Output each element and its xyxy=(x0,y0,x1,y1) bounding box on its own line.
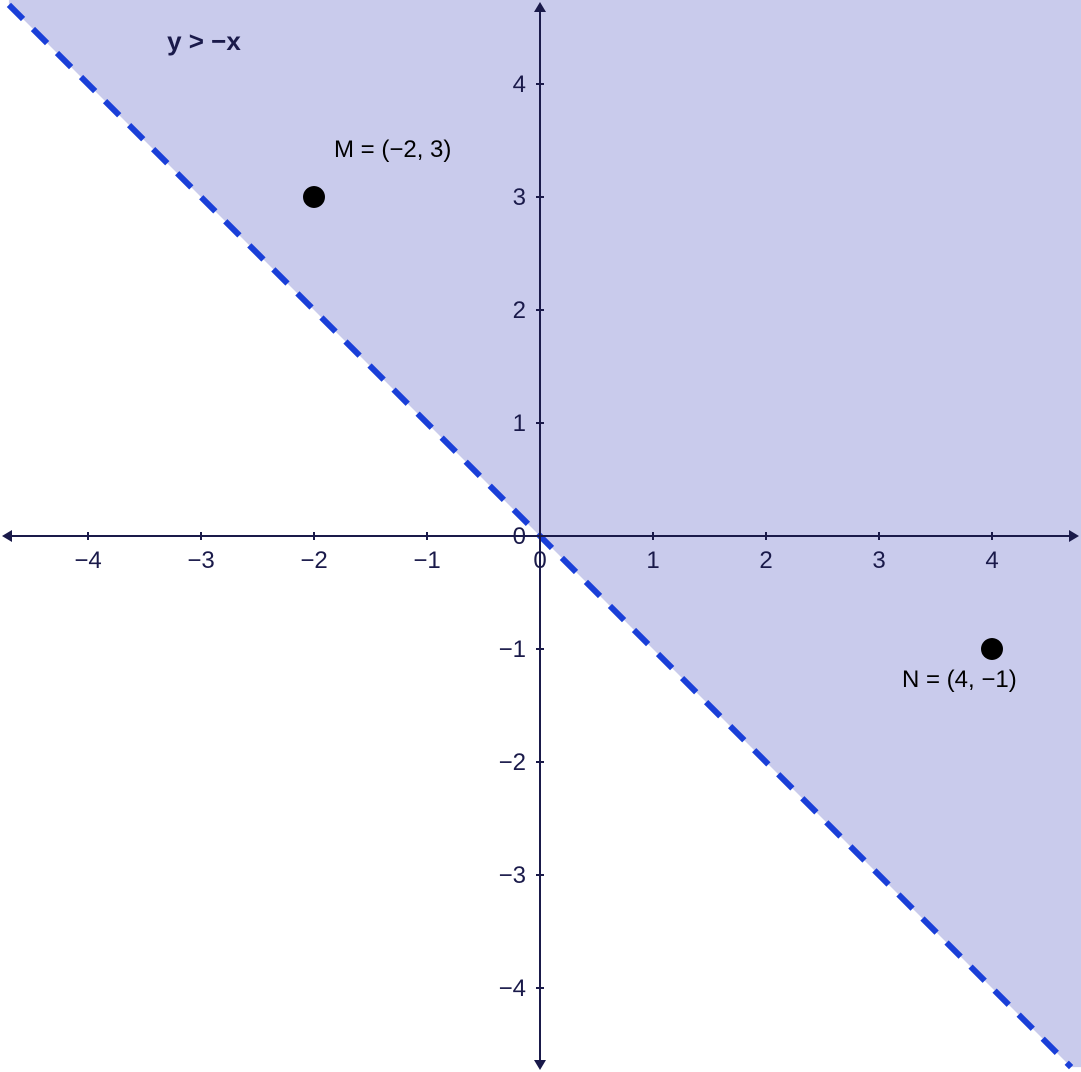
chart-svg: −4 −3 −2 −1 0 1 2 3 4 −4 −3 −2 −1 0 1 2 3 4 y > −x M = (−2,… xyxy=(0,0,1081,1072)
x-tick-label: 2 xyxy=(759,547,772,574)
x-tick-label: 0 xyxy=(533,547,546,574)
x-tick-label: −1 xyxy=(413,547,440,574)
point-label-M: M = (−2, 3) xyxy=(334,136,451,163)
y-tick-label: −3 xyxy=(499,862,526,889)
x-tick-label: 4 xyxy=(985,547,998,574)
y-tick-label: −4 xyxy=(499,975,526,1002)
y-tick-label: 4 xyxy=(513,71,526,98)
x-tick-label: 1 xyxy=(646,547,659,574)
x-tick-label: −3 xyxy=(187,547,214,574)
inequality-label: y > −x xyxy=(167,26,241,56)
y-tick-label: −2 xyxy=(499,749,526,776)
y-tick-label: 2 xyxy=(513,297,526,324)
point-label-N: N = (4, −1) xyxy=(902,666,1017,693)
y-tick-label: −1 xyxy=(499,636,526,663)
point-M xyxy=(303,186,325,208)
shaded-region xyxy=(9,0,1081,1067)
x-tick-label: 3 xyxy=(872,547,885,574)
y-tick-label: 3 xyxy=(513,184,526,211)
point-N xyxy=(981,638,1003,660)
inequality-chart: −4 −3 −2 −1 0 1 2 3 4 −4 −3 −2 −1 0 1 2 3 4 y > −x M = (−2,… xyxy=(0,0,1081,1072)
x-axis-arrow-left xyxy=(2,530,12,542)
y-axis-arrow-down xyxy=(534,1060,546,1070)
y-tick-label: 1 xyxy=(513,410,526,437)
x-tick-label: −2 xyxy=(300,547,327,574)
y-tick-label: 0 xyxy=(513,523,526,550)
x-tick-label: −4 xyxy=(74,547,101,574)
